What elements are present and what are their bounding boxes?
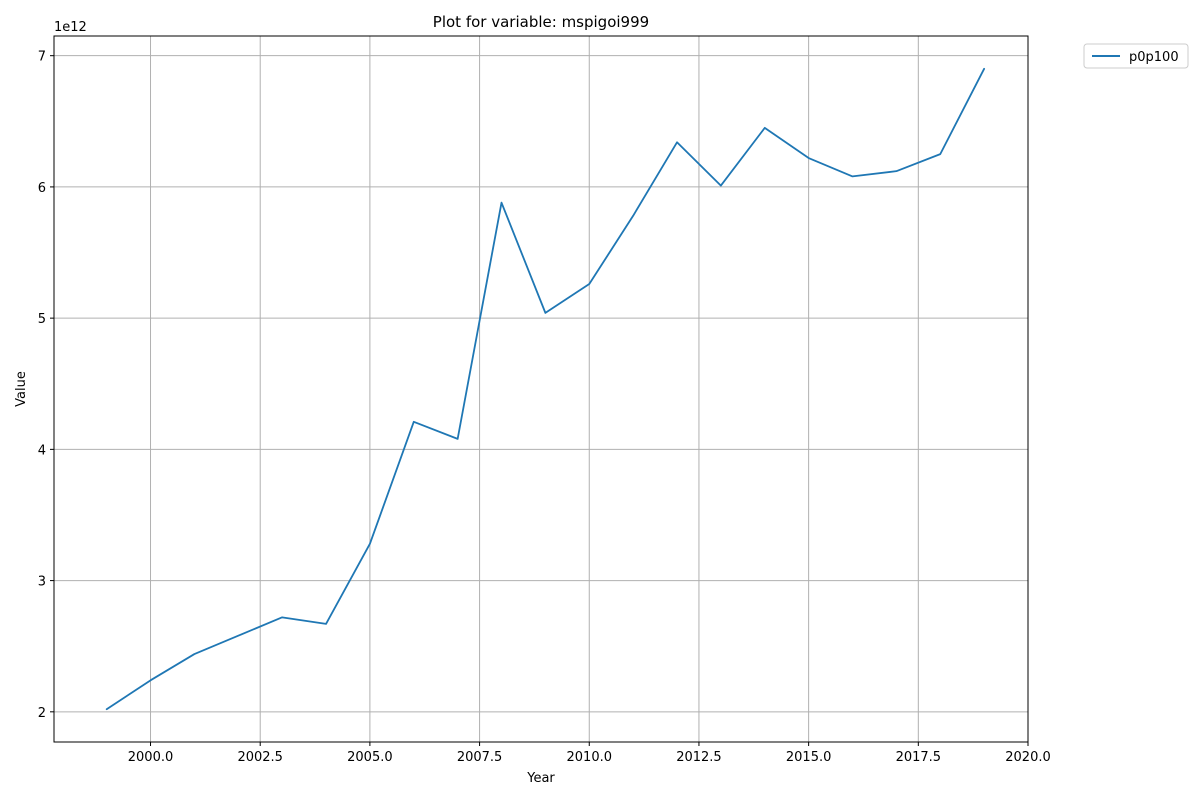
plot-area-frame [54, 36, 1028, 742]
x-tick-label: 2010.0 [567, 750, 613, 765]
series-layer [107, 69, 985, 709]
x-tick-label: 2000.0 [128, 750, 174, 765]
x-tick-label: 2017.5 [896, 750, 942, 765]
x-tick-label: 2015.0 [786, 750, 832, 765]
y-tick-label: 5 [38, 312, 46, 327]
y-axis-offset-label: 1e12 [54, 20, 87, 35]
chart-title: Plot for variable: mspigoi999 [433, 13, 649, 31]
y-tick-label: 3 [38, 575, 46, 590]
legend-label-p0p100: p0p100 [1129, 50, 1179, 65]
series-line-p0p100 [107, 69, 984, 709]
x-axis-label: Year [526, 771, 555, 786]
y-tick-label: 7 [38, 50, 46, 65]
y-axis-label: Value [14, 371, 29, 407]
x-tick-label: 2005.0 [347, 750, 393, 765]
x-tick-label: 2007.5 [457, 750, 503, 765]
x-tick-label: 2002.5 [237, 750, 283, 765]
legend: p0p100 [1084, 44, 1188, 68]
x-tick-label: 2020.0 [1005, 750, 1051, 765]
y-tick-label: 4 [38, 443, 46, 458]
grid-lines [54, 36, 1028, 742]
y-tick-label: 6 [38, 181, 46, 196]
y-tick-label: 2 [38, 706, 46, 721]
x-tick-label: 2012.5 [676, 750, 722, 765]
